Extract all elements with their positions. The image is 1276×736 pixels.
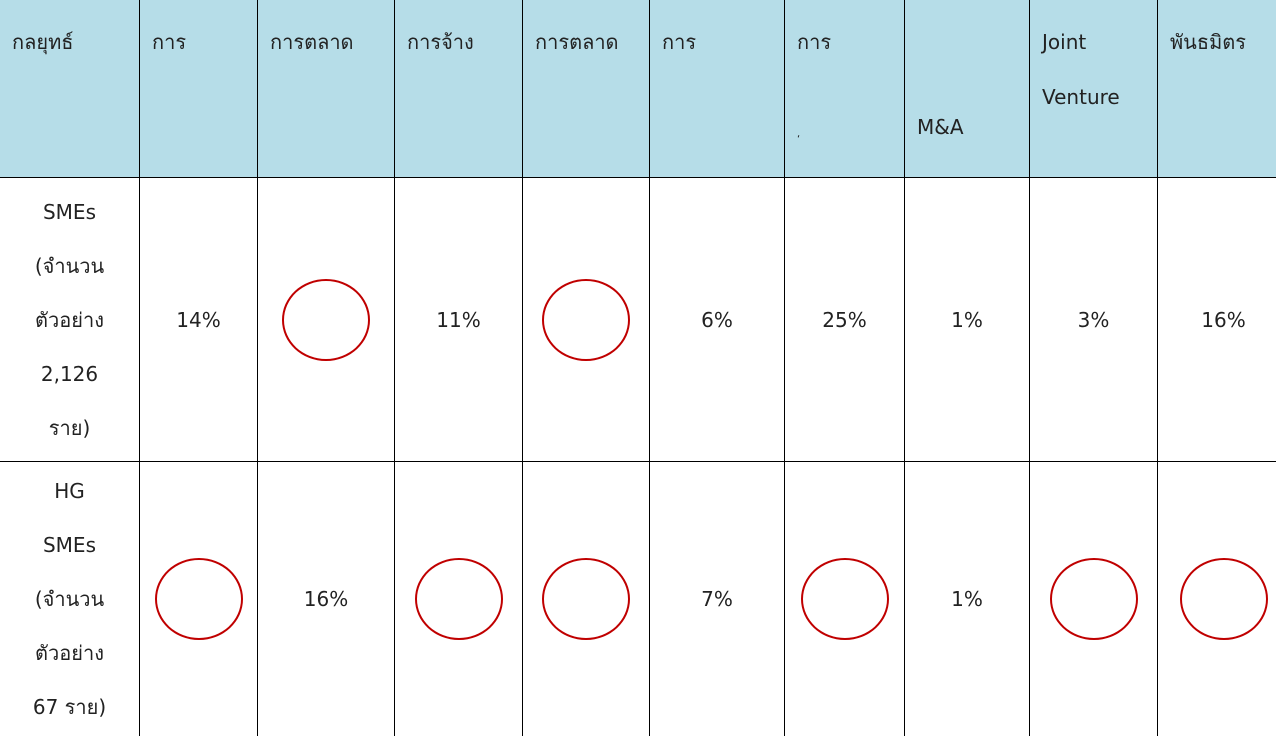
- header-text: กลยุทธ์: [12, 30, 74, 54]
- header-text: การ: [662, 30, 697, 54]
- table-cell: 16%: [257, 461, 395, 736]
- table-cell: 1%: [904, 177, 1030, 462]
- cell-value: 3%: [1077, 307, 1110, 332]
- header-cell: การ: [139, 0, 258, 178]
- table-cell: [784, 461, 905, 736]
- header-cell: การ: [649, 0, 785, 178]
- table-cell: [139, 461, 258, 736]
- header-cell: กลยุทธ์: [0, 0, 140, 178]
- table-cell: [522, 177, 650, 462]
- table-cell: [257, 177, 395, 462]
- row-label-line: 2,126: [40, 361, 99, 386]
- red-circle: [800, 558, 889, 640]
- row-label-line: 67 ราย): [32, 695, 107, 719]
- row-label-line: ตัวอย่าง: [35, 641, 104, 665]
- red-circle: [282, 278, 370, 361]
- red-circle: [542, 558, 630, 640]
- header-text: การตลาด: [535, 30, 619, 54]
- row-label-line: SMEs: [42, 533, 96, 557]
- row-label-line: ตัวอย่าง: [35, 307, 104, 332]
- row-label-line: ราย): [48, 415, 91, 440]
- red-circle: [1049, 558, 1138, 640]
- cell-value: 1%: [951, 587, 983, 611]
- table-cell: 14%: [139, 177, 258, 462]
- cell-value: 6%: [701, 307, 733, 332]
- table-cell: 1%: [904, 461, 1030, 736]
- table-cell: 6%: [649, 177, 785, 462]
- cell-value: 11%: [436, 307, 481, 332]
- row-label-line: (จำนวน: [34, 587, 105, 611]
- header-text: พันธมิตร: [1170, 30, 1246, 54]
- header-cell: การจ้าง: [394, 0, 523, 178]
- header-text: การตลาด: [270, 30, 354, 54]
- cell-value: 1%: [951, 307, 983, 332]
- table-cell: [1157, 461, 1276, 736]
- header-cell: M&A: [904, 0, 1030, 178]
- header-text: M&A: [917, 115, 964, 139]
- header-text: Joint: [1042, 30, 1087, 54]
- header-text: ‘: [797, 134, 801, 145]
- header-text: การจ้าง: [407, 30, 474, 54]
- row-label-line: SMEs: [42, 199, 96, 224]
- red-circle: [414, 558, 503, 640]
- header-text: การ: [797, 30, 832, 54]
- red-circle: [154, 558, 243, 640]
- table-cell: 11%: [394, 177, 523, 462]
- cell-value: 16%: [303, 587, 349, 611]
- cell-value: 14%: [176, 307, 221, 332]
- table-cell: [394, 461, 523, 736]
- header-cell: การตลาด: [257, 0, 395, 178]
- header-text: การ: [152, 30, 187, 54]
- cell-value: 7%: [701, 587, 733, 611]
- red-circle: [542, 278, 630, 361]
- cell-value: 16%: [1201, 307, 1246, 332]
- row-label-line: HG: [54, 479, 85, 503]
- header-cell: Joint Venture: [1029, 0, 1158, 178]
- row-label-line: (จำนวน: [34, 253, 105, 278]
- row-label: SMEs (จำนวนตัวอย่าง 2,126 ราย): [0, 177, 140, 462]
- table-cell: 16%: [1157, 177, 1276, 462]
- header-text: Venture: [1042, 85, 1120, 109]
- red-circle: [1179, 558, 1268, 640]
- header-cell: การตลาด: [522, 0, 650, 178]
- table-cell: 3%: [1029, 177, 1158, 462]
- table-cell: 25%: [784, 177, 905, 462]
- cell-value: 25%: [822, 307, 867, 332]
- row-label: HG SMEs (จำนวนตัวอย่าง 67 ราย): [0, 461, 140, 736]
- header-cell: การ ‘: [784, 0, 905, 178]
- header-cell: พันธมิตร: [1157, 0, 1276, 178]
- table-cell: 7%: [649, 461, 785, 736]
- table-cell: [522, 461, 650, 736]
- table-cell: [1029, 461, 1158, 736]
